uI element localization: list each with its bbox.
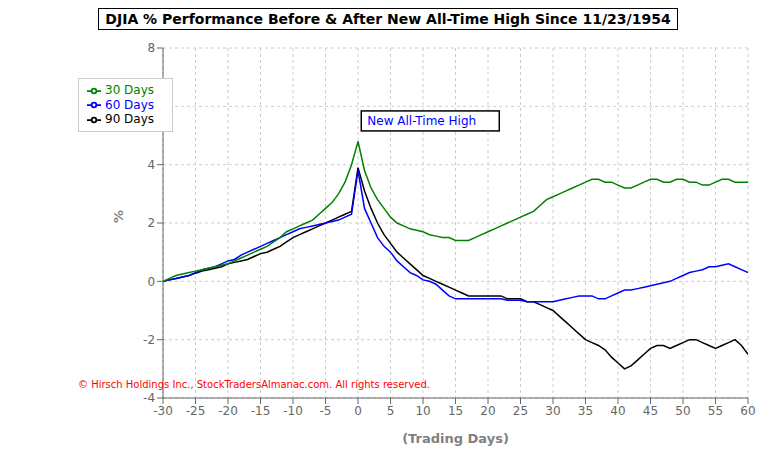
svg-text:55: 55 — [708, 404, 723, 418]
svg-text:60: 60 — [740, 404, 755, 418]
svg-text:0: 0 — [354, 404, 362, 418]
svg-text:-10: -10 — [283, 404, 303, 418]
svg-text:6: 6 — [147, 100, 155, 114]
svg-text:5: 5 — [387, 404, 395, 418]
svg-text:4: 4 — [147, 158, 155, 172]
svg-text:8: 8 — [147, 41, 155, 55]
svg-text:20: 20 — [480, 404, 495, 418]
svg-text:50: 50 — [675, 404, 690, 418]
svg-text:10: 10 — [415, 404, 430, 418]
svg-text:2: 2 — [147, 216, 155, 230]
svg-text:25: 25 — [513, 404, 528, 418]
svg-text:New All-Time High: New All-Time High — [367, 114, 476, 128]
svg-text:%: % — [111, 210, 126, 223]
svg-text:-25: -25 — [186, 404, 206, 418]
svg-text:0: 0 — [147, 275, 155, 289]
svg-text:-30: -30 — [153, 404, 173, 418]
svg-text:-20: -20 — [218, 404, 238, 418]
svg-text:(Trading Days): (Trading Days) — [402, 431, 509, 446]
svg-text:45: 45 — [643, 404, 658, 418]
svg-text:-2: -2 — [143, 333, 155, 347]
svg-text:-15: -15 — [251, 404, 271, 418]
svg-text:-5: -5 — [320, 404, 332, 418]
svg-text:35: 35 — [578, 404, 593, 418]
svg-text:40: 40 — [610, 404, 625, 418]
svg-text:-4: -4 — [143, 391, 155, 405]
svg-text:15: 15 — [448, 404, 463, 418]
svg-text:30: 30 — [545, 404, 560, 418]
